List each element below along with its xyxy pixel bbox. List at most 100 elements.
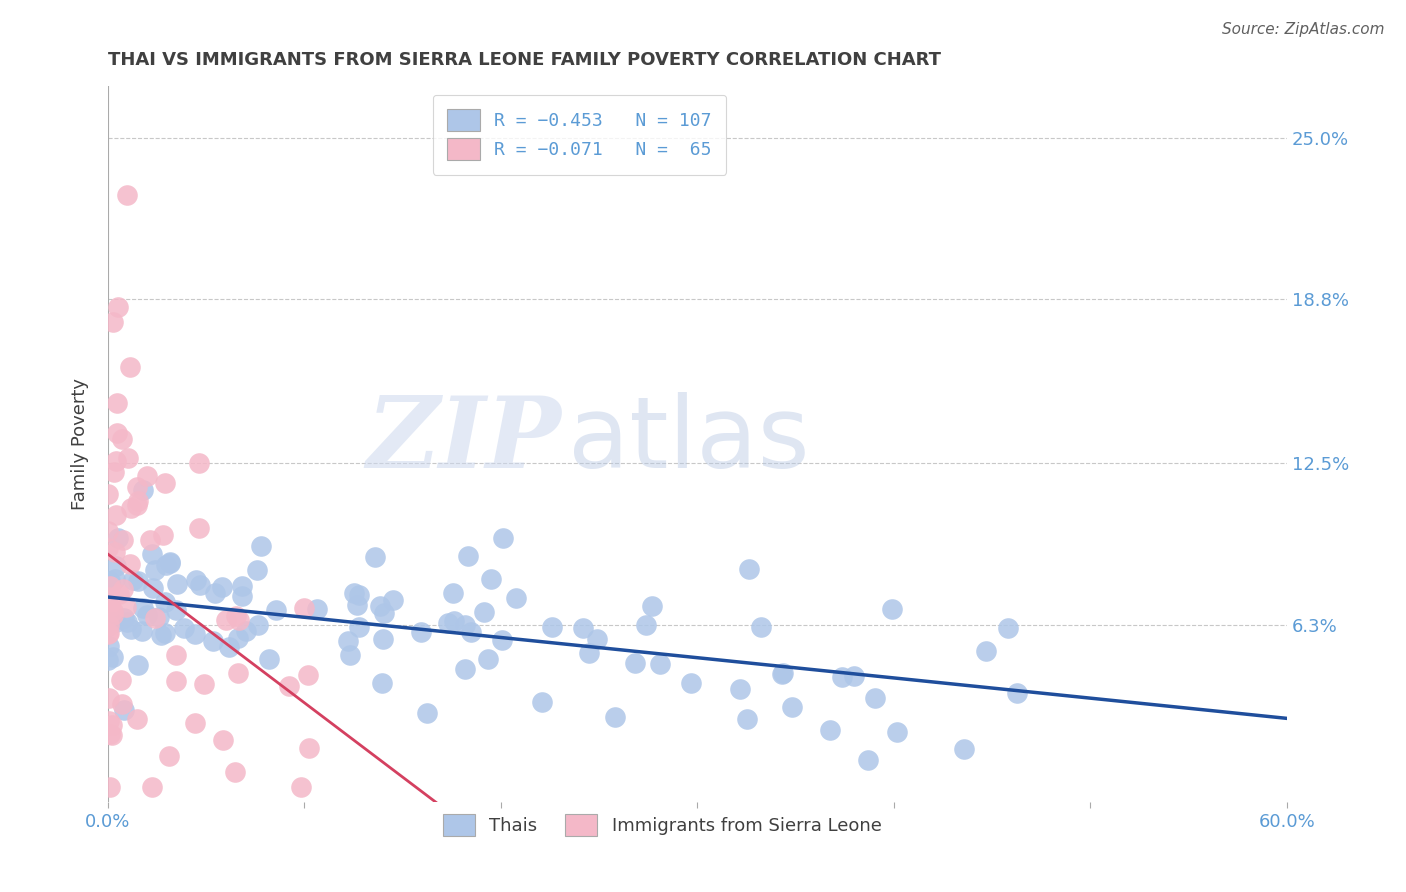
Point xyxy=(153,626,176,640)
Point xyxy=(479,572,502,586)
Point xyxy=(155,558,177,572)
Point xyxy=(246,563,269,577)
Point xyxy=(105,508,128,522)
Point xyxy=(212,733,235,747)
Point xyxy=(141,547,163,561)
Point xyxy=(648,657,671,671)
Point xyxy=(98,640,121,654)
Point xyxy=(886,724,908,739)
Point xyxy=(228,613,250,627)
Point xyxy=(472,605,495,619)
Point xyxy=(141,780,163,794)
Point xyxy=(120,622,142,636)
Point xyxy=(136,608,159,623)
Point xyxy=(225,608,247,623)
Point xyxy=(297,740,319,755)
Point xyxy=(142,581,165,595)
Point xyxy=(127,712,149,726)
Point xyxy=(103,315,125,329)
Point xyxy=(831,670,853,684)
Point xyxy=(159,555,181,569)
Point xyxy=(730,682,752,697)
Point xyxy=(224,765,246,780)
Point xyxy=(173,621,195,635)
Point xyxy=(110,673,132,687)
Point xyxy=(107,300,129,314)
Point xyxy=(184,573,207,587)
Point xyxy=(117,451,139,466)
Point xyxy=(231,589,253,603)
Point xyxy=(127,658,149,673)
Point xyxy=(578,646,600,660)
Point xyxy=(603,710,626,724)
Point xyxy=(373,632,395,647)
Point xyxy=(193,677,215,691)
Point xyxy=(1005,686,1028,700)
Point xyxy=(772,666,794,681)
Point xyxy=(114,600,136,615)
Point xyxy=(749,620,772,634)
Point xyxy=(259,652,281,666)
Point xyxy=(382,593,405,607)
Point xyxy=(443,614,465,628)
Text: Source: ZipAtlas.com: Source: ZipAtlas.com xyxy=(1222,22,1385,37)
Point xyxy=(250,539,273,553)
Point xyxy=(159,556,181,570)
Point xyxy=(346,598,368,612)
Point xyxy=(117,188,139,202)
Point xyxy=(132,483,155,498)
Point xyxy=(97,487,120,501)
Point xyxy=(339,648,361,662)
Point xyxy=(97,653,120,667)
Point xyxy=(97,524,120,538)
Point xyxy=(165,673,187,688)
Text: THAI VS IMMIGRANTS FROM SIERRA LEONE FAMILY POVERTY CORRELATION CHART: THAI VS IMMIGRANTS FROM SIERRA LEONE FAM… xyxy=(108,51,941,69)
Point xyxy=(856,753,879,767)
Point xyxy=(343,586,366,600)
Point xyxy=(770,666,793,681)
Point xyxy=(100,615,122,629)
Point xyxy=(153,476,176,491)
Point xyxy=(409,625,432,640)
Point xyxy=(188,577,211,591)
Point xyxy=(235,624,257,638)
Point xyxy=(104,573,127,587)
Text: atlas: atlas xyxy=(568,392,810,489)
Point xyxy=(184,627,207,641)
Point xyxy=(127,574,149,588)
Point xyxy=(492,531,515,545)
Point xyxy=(347,620,370,634)
Point xyxy=(118,557,141,571)
Point xyxy=(188,521,211,535)
Point xyxy=(131,624,153,638)
Point xyxy=(136,469,159,483)
Point xyxy=(226,666,249,681)
Point xyxy=(416,706,439,720)
Point xyxy=(166,577,188,591)
Point xyxy=(120,501,142,516)
Point xyxy=(454,663,477,677)
Point xyxy=(125,498,148,512)
Point xyxy=(364,550,387,565)
Point xyxy=(97,541,120,555)
Point xyxy=(112,533,135,547)
Point xyxy=(105,396,128,410)
Point xyxy=(505,591,527,606)
Point xyxy=(97,618,120,632)
Point xyxy=(101,607,124,622)
Point xyxy=(111,432,134,446)
Text: ZIP: ZIP xyxy=(367,392,562,489)
Point xyxy=(641,599,664,613)
Legend: Thais, Immigrants from Sierra Leone: Thais, Immigrants from Sierra Leone xyxy=(436,807,889,844)
Point xyxy=(371,676,394,690)
Point xyxy=(98,579,121,593)
Point xyxy=(98,727,121,741)
Point xyxy=(882,602,904,616)
Y-axis label: Family Poverty: Family Poverty xyxy=(72,378,89,510)
Point xyxy=(157,748,180,763)
Point xyxy=(842,669,865,683)
Point xyxy=(441,586,464,600)
Point xyxy=(290,780,312,794)
Point xyxy=(100,718,122,732)
Point xyxy=(211,580,233,594)
